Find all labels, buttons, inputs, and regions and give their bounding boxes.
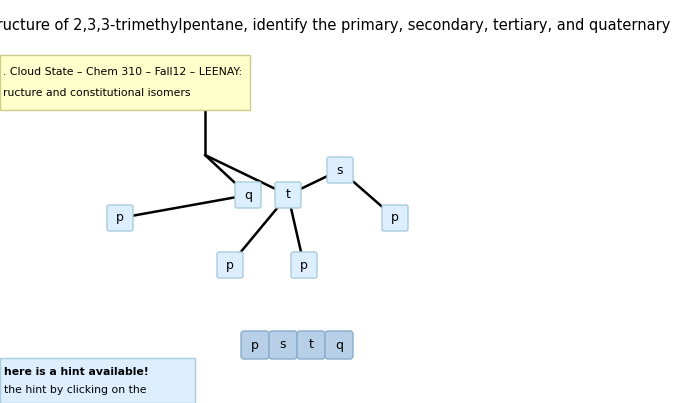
Text: . Cloud State – Chem 310 – Fall12 – LEENAY:: . Cloud State – Chem 310 – Fall12 – LEEN… (3, 67, 242, 77)
Text: s: s (279, 339, 286, 351)
FancyBboxPatch shape (241, 331, 269, 359)
Text: In the structure of 2,3,3-trimethylpentane, identify the primary, secondary, ter: In the structure of 2,3,3-trimethylpenta… (0, 18, 675, 33)
FancyBboxPatch shape (235, 182, 261, 208)
Text: q: q (335, 339, 343, 351)
Text: t: t (308, 339, 313, 351)
FancyBboxPatch shape (269, 331, 297, 359)
Text: p: p (251, 339, 259, 351)
FancyBboxPatch shape (297, 331, 325, 359)
FancyBboxPatch shape (327, 157, 353, 183)
Bar (0, 55, 250, 110)
Text: here is a hint available!: here is a hint available! (4, 367, 148, 377)
FancyBboxPatch shape (291, 252, 317, 278)
Bar (0, 358, 195, 403)
Text: p: p (300, 258, 308, 272)
FancyBboxPatch shape (325, 331, 353, 359)
FancyBboxPatch shape (382, 205, 408, 231)
Text: t: t (286, 189, 290, 202)
Text: p: p (201, 73, 209, 87)
Text: the hint by clicking on the: the hint by clicking on the (4, 385, 146, 395)
FancyBboxPatch shape (275, 182, 301, 208)
Text: p: p (226, 258, 234, 272)
FancyBboxPatch shape (217, 252, 243, 278)
FancyBboxPatch shape (107, 205, 133, 231)
FancyBboxPatch shape (192, 67, 218, 93)
Text: p: p (391, 212, 399, 224)
Text: p: p (116, 212, 124, 224)
Text: q: q (244, 189, 252, 202)
Text: ructure and constitutional isomers: ructure and constitutional isomers (3, 88, 190, 98)
Text: s: s (337, 164, 344, 177)
